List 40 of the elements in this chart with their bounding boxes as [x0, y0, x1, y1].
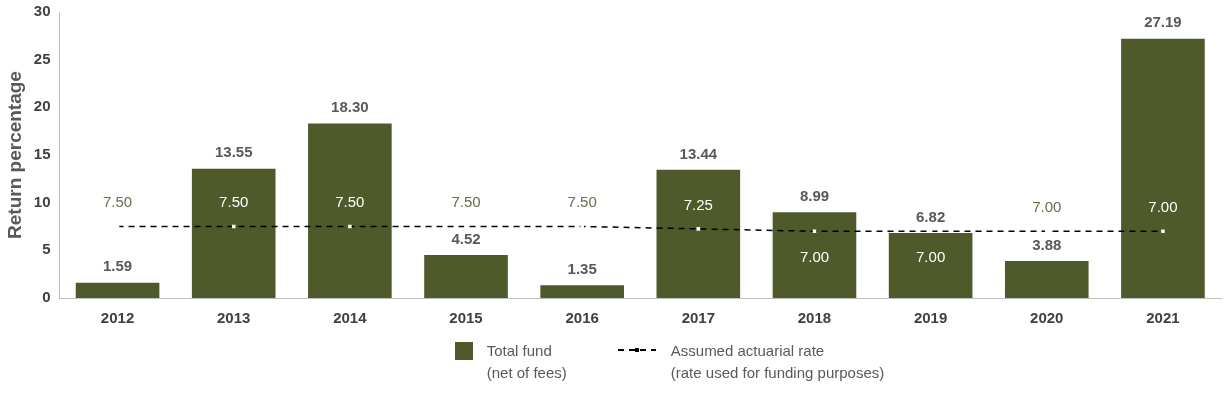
data-label: 1.59	[102, 257, 133, 275]
x-tick-label: 2017	[681, 309, 716, 327]
x-tick-label: 2014	[333, 309, 368, 327]
data-label: 7.25	[683, 195, 713, 213]
data-label: 7.50	[102, 193, 133, 211]
x-tick-label: 2020	[1030, 309, 1064, 327]
x-tick-label: 2019	[913, 309, 948, 327]
data-label: 7.50	[451, 193, 481, 211]
y-tick-label: 10	[33, 192, 51, 210]
y-tick-label: 0	[42, 288, 51, 306]
x-tick-label: 2021	[1146, 309, 1180, 327]
data-label: 27.19	[1144, 13, 1182, 31]
data-label: 13.55	[214, 143, 253, 161]
data-label: 7.00	[1148, 197, 1178, 215]
x-tick-label: 2016	[565, 309, 599, 327]
data-label: 7.00	[799, 247, 830, 265]
data-label: 7.00	[1032, 197, 1062, 215]
data-label: 18.30	[331, 98, 369, 116]
x-tick-label: 2018	[797, 309, 832, 327]
x-tick-label: 2013	[217, 309, 251, 327]
y-tick-label: 30	[33, 2, 51, 20]
data-label: 1.35	[567, 259, 597, 277]
y-tick-label: 20	[33, 97, 51, 115]
legend-label: Total fund (net of fees)	[486, 341, 567, 383]
y-tick-label: 25	[33, 49, 51, 67]
y-axis-title: Return percentage	[3, 71, 25, 239]
data-label: 4.52	[451, 229, 481, 247]
data-label: 13.44	[679, 144, 718, 162]
data-label: 6.82	[916, 207, 946, 225]
y-tick-label: 15	[33, 145, 51, 163]
data-label: 7.50	[219, 193, 249, 211]
legend-label: Assumed actuarial rate (rate used for funding purposes)	[670, 341, 885, 383]
y-tick-label: 5	[42, 240, 51, 258]
data-label: 7.00	[916, 247, 946, 265]
data-label: 8.99	[799, 186, 830, 204]
x-tick-label: 2015	[449, 309, 483, 327]
data-label: 7.50	[567, 193, 597, 211]
x-tick-label: 2012	[100, 309, 135, 327]
data-label: 3.88	[1032, 235, 1062, 253]
data-label: 7.50	[335, 193, 365, 211]
